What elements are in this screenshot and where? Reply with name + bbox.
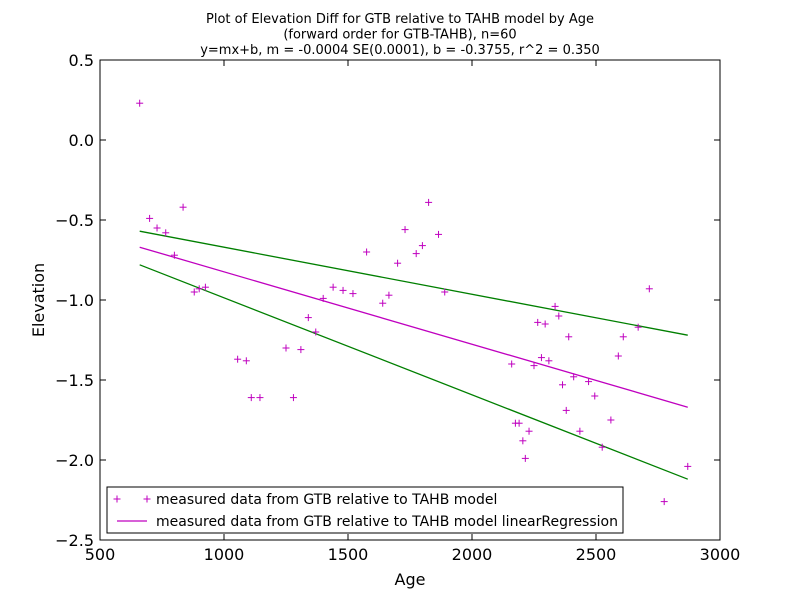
scatter-point — [441, 288, 449, 296]
scatter-point — [319, 294, 327, 302]
scatter-point — [660, 498, 668, 506]
scatter-point — [565, 333, 573, 341]
title-line: y=mx+b, m = -0.0004 SE(0.0001), b = -0.3… — [200, 43, 600, 58]
y-axis-label: Elevation — [29, 263, 48, 337]
y-tick-label: 0.0 — [69, 131, 94, 150]
scatter-point — [537, 354, 545, 362]
scatter-point — [576, 427, 584, 435]
title-line: Plot of Elevation Diff for GTB relative … — [206, 12, 594, 27]
scatter-point — [607, 416, 615, 424]
scatter-point — [329, 283, 337, 291]
scatter-point — [394, 259, 402, 267]
scatter-point — [201, 283, 209, 291]
scatter-point — [195, 285, 203, 293]
scatter-point — [242, 357, 250, 365]
confidence-upper-bound-line — [139, 230, 688, 336]
axis-ticks: 500 1000 1500 2000 2500 3000 0.5 0.0 −0.5 −1.0 −1.… — [55, 51, 740, 564]
scatter-point — [555, 312, 563, 320]
x-tick-label: 2500 — [576, 545, 617, 564]
scatter-point — [515, 419, 523, 427]
scatter-point — [339, 286, 347, 294]
scatter-point — [289, 394, 297, 402]
scatter-point — [256, 394, 264, 402]
scatter-point — [645, 285, 653, 293]
x-tick-label: 3000 — [700, 545, 741, 564]
scatter-point — [170, 251, 178, 259]
scatter-point — [179, 203, 187, 211]
scatter-point — [162, 229, 170, 237]
title-line: (forward order for GTB-TAHB), n=60 — [283, 28, 516, 43]
scatter-point — [534, 318, 542, 326]
y-tick-label: 0.5 — [69, 51, 94, 70]
legend-label: measured data from GTB relative to TAHB … — [156, 492, 497, 508]
scatter-point — [562, 406, 570, 414]
scatter-point — [234, 355, 242, 363]
scatter-point — [634, 323, 642, 331]
scatter-point — [508, 360, 516, 368]
scatter-point — [425, 198, 433, 206]
scatter-point — [525, 427, 533, 435]
y-tick-label: −1.5 — [55, 371, 94, 390]
scatter-point — [614, 352, 622, 360]
scatter-point — [190, 288, 198, 296]
y-tick-label: −2.0 — [55, 451, 94, 470]
scatter-point — [297, 346, 305, 354]
scatter-point — [541, 320, 549, 328]
scatter-point — [418, 242, 426, 250]
legend-box — [106, 486, 624, 534]
x-tick-label: 1500 — [328, 545, 369, 564]
scatter-point — [435, 230, 443, 238]
scatter-point — [385, 291, 393, 299]
scatter-point — [247, 394, 255, 402]
legend-label: measured data from GTB relative to TAHB … — [156, 514, 618, 530]
y-tick-label: −0.5 — [55, 211, 94, 230]
scatter-point — [412, 250, 420, 258]
scatter-point — [585, 378, 593, 386]
plot-area — [99, 59, 721, 541]
x-tick-label: 500 — [85, 545, 116, 564]
scatter-point — [519, 437, 527, 445]
x-axis-label: Age — [395, 570, 426, 589]
scatter-point — [146, 214, 154, 222]
scatter-point — [379, 299, 387, 307]
y-tick-label: −2.5 — [55, 531, 94, 550]
scatter-point — [282, 344, 290, 352]
scatter-point — [684, 462, 692, 470]
scatter-point — [363, 248, 371, 256]
series-lines — [139, 230, 688, 480]
scatter-point — [545, 357, 553, 365]
y-tick-label: −1.0 — [55, 291, 94, 310]
chart-title: Plot of Elevation Diff for GTB relative … — [200, 12, 600, 58]
scatter-point — [312, 328, 320, 336]
legend-marker — [113, 495, 121, 503]
scatter-point — [570, 373, 578, 381]
scatter-point — [349, 290, 357, 298]
scatter-point — [304, 314, 312, 322]
scatter-point — [598, 443, 606, 451]
x-tick-label: 1000 — [204, 545, 245, 564]
scatter-point — [153, 224, 161, 232]
scatter-point — [551, 302, 559, 310]
x-tick-label: 2000 — [452, 545, 493, 564]
scatter-point — [136, 99, 144, 107]
scatter-point — [530, 362, 538, 370]
scatter-point — [521, 454, 529, 462]
regression-line — [139, 246, 688, 408]
legend: measured data from GTB relative to TAHB … — [106, 486, 624, 534]
scatter-point — [619, 333, 627, 341]
legend-entry-regression: measured data from GTB relative to TAHB … — [117, 514, 618, 530]
legend-marker — [143, 495, 151, 503]
legend-entry-scatter: measured data from GTB relative to TAHB … — [113, 492, 497, 508]
confidence-lower-bound-line — [139, 264, 688, 480]
scatter-point — [591, 392, 599, 400]
scatter-point — [559, 381, 567, 389]
scatter-point — [401, 226, 409, 234]
scatter-points — [136, 99, 692, 506]
